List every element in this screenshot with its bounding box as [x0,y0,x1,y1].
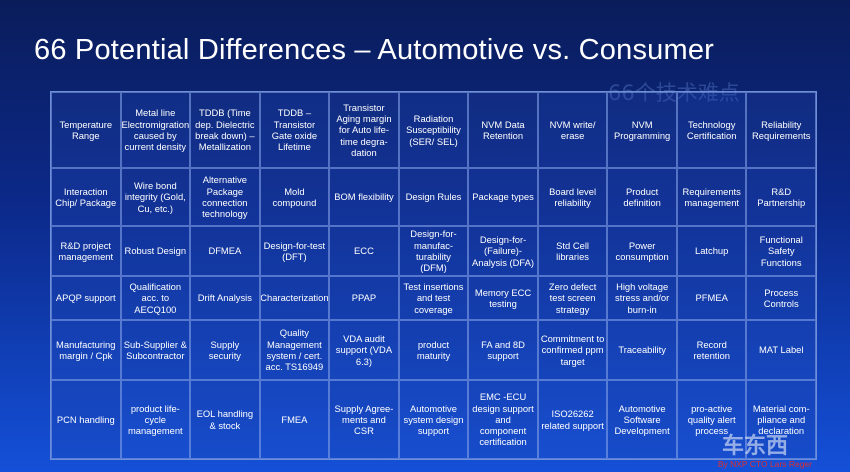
table-cell: Interaction Chip/ Package [51,168,121,226]
table-cell: pro-active quality alert process [676,380,747,459]
table-cell: VDA audit support (VDA 6.3) [329,320,399,380]
table-cell: R&D Partnership [746,168,816,226]
table-cell: MAT Label [746,320,816,380]
table-cell: NVM Programming [607,92,677,168]
table-cell: PPAP [329,276,399,320]
table-cell: Test insertions and test coverage [398,276,469,320]
table-cell: Quality Management system / cert. acc. T… [259,320,330,380]
table-cell: Reliability Requirements [746,92,816,168]
table-cell: product maturity [398,320,469,380]
table-cell: Record retention [676,320,747,380]
table-cell: Qualification acc. to AECQ100 [120,276,191,320]
chinese-subtitle: 66个技术难点 [608,81,740,105]
table-cell: Material com-pliance and declaration [746,380,816,459]
table-cell: TDDB – Transistor Gate oxide Lifetime [259,92,330,168]
table-cell: Memory ECC testing [468,276,538,320]
table-cell: Mold compound [259,168,330,226]
table-cell: Power consumption [607,226,677,276]
table-cell: Package types [468,168,538,226]
table-cell: Product definition [607,168,677,226]
table-cell: Zero defect test screen strategy [537,276,608,320]
table-cell: Temperature Range [51,92,121,168]
table-cell: Supply Agree-ments and CSR [329,380,399,459]
table-cell: ISO26262 related support [537,380,608,459]
table-cell: Design-for-test (DFT) [259,226,330,276]
table-cell: Technology Certification [676,92,747,168]
table-cell: Supply security [190,320,260,380]
watermark-logo: 车东西 [721,434,788,459]
differences-table: Temperature Range Metal line Electromigra… [50,91,817,460]
table-cell: Radiation Susceptibility (SER/ SEL) [398,92,469,168]
table-cell: Wire bond integrity (Gold, Cu, etc.) [120,168,191,226]
table-cell: NVM write/ erase [537,92,608,168]
table-cell: Sub-Supplier & Subcontractor [120,320,191,380]
table-cell: Design Rules [398,168,469,226]
table-cell: Alternative Package connection technolog… [190,168,260,226]
table-cell: Commitment to confirmed ppm target [537,320,608,380]
slide-title: 66 Potential Differences – Automotive vs… [34,34,715,66]
table-cell: Transistor Aging margin for Auto life-ti… [329,92,399,168]
table-cell: Functional Safety Functions [746,226,816,276]
table-cell: ECC [329,226,399,276]
table-cell: R&D project management [51,226,121,276]
table-cell: EOL handling & stock [190,380,260,459]
table-cell: Automotive Software Development [607,380,677,459]
table-cell: FA and 8D support [468,320,538,380]
table-cell: APQP support [51,276,121,320]
table-cell: TDDB (Time dep. Dielectric break down) –… [190,92,260,168]
table-cell: Automotive system design support [398,380,469,459]
table-cell: Manufacturing margin / Cpk [51,320,121,380]
table-cell: BOM flexibility [329,168,399,226]
table-cell: Requirements management [676,168,747,226]
author-credit: By NXP CTO Lars Reger [717,459,812,469]
table-cell: Traceability [607,320,677,380]
table-cell: EMC -ECU design support and component ce… [468,380,538,459]
table-cell: Design-for-(Failure)-Analysis (DFA) [468,226,538,276]
table-cell: Board level reliability [537,168,608,226]
table-cell: DFMEA [190,226,260,276]
table-cell: FMEA [259,380,330,459]
table-cell: Std Cell libraries [537,226,608,276]
table-cell: PFMEA [676,276,747,320]
table-cell: Robust Design [120,226,191,276]
table-cell: Drift Analysis [190,276,260,320]
table-cell: Latchup [676,226,747,276]
table-cell: product life-cycle management [120,380,191,459]
table-cell: High voltage stress and/or burn-in [607,276,677,320]
table-cell: NVM Data Retention [468,92,538,168]
table-cell: Metal line Electromigration caused by cu… [120,92,191,168]
table-cell: Design-for-manufac-turability (DFM) [398,226,469,276]
table-cell: Process Controls [746,276,816,320]
table-cell: PCN handling [51,380,121,459]
table-cell: Characterization [259,276,330,320]
